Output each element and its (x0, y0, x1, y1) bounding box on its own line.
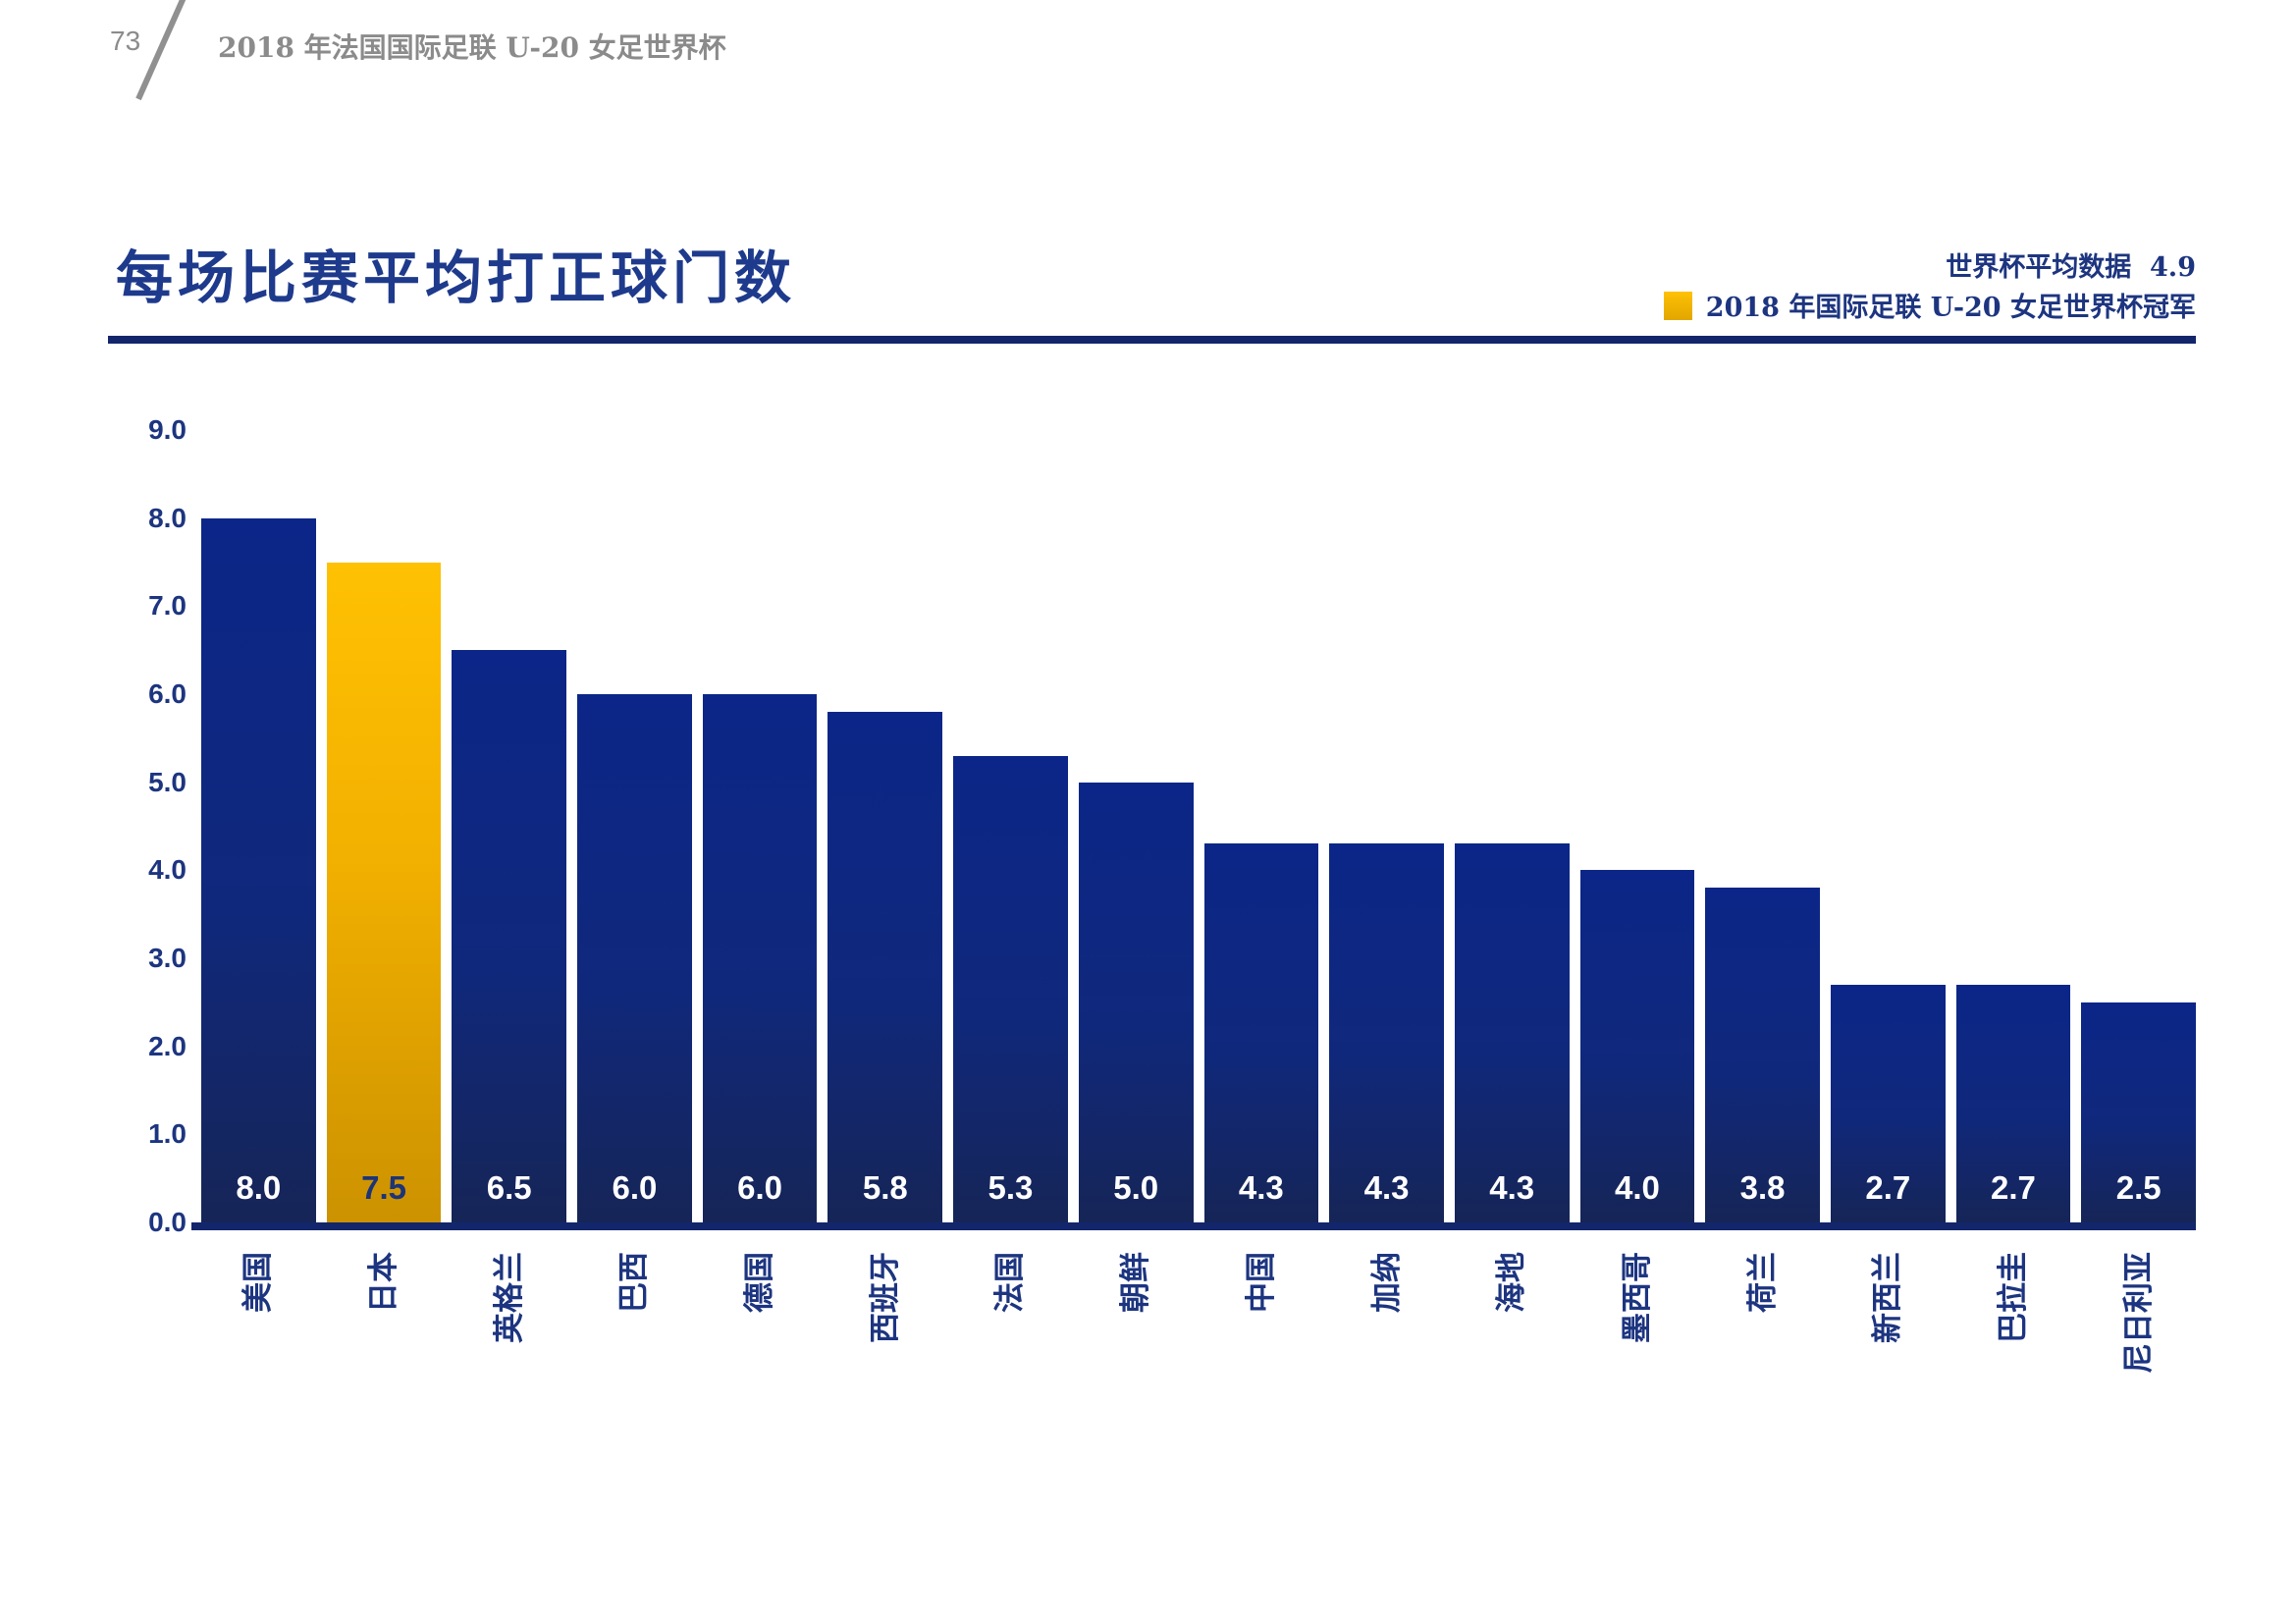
x-axis-category-label: 尼日利亚 (2120, 1252, 2157, 1374)
page-title: 每场比赛平均打正球门数 (116, 244, 797, 311)
y-axis: 9.0 8.0 7.0 6.0 5.0 4.0 3.0 2.0 1.0 0.0 (59, 414, 187, 1237)
x-axis-baseline (191, 1222, 2196, 1230)
gold-square-icon (1663, 292, 1692, 320)
bar-cell: 5.8 西班牙 (828, 430, 943, 1343)
bar-value-label: 5.8 (862, 1169, 908, 1206)
bar-cell: 7.5 日本 (326, 430, 442, 1313)
bar-value-label: 6.0 (737, 1169, 783, 1206)
bar: 6.5 (452, 650, 567, 1222)
x-axis-category-label: 加纳 (1368, 1252, 1405, 1313)
report-header-title: 2018 年法国国际足联 U-20 女足世界杯 (218, 31, 726, 64)
page-number: 73 (110, 26, 141, 56)
x-axis-category-label: 墨西哥 (1619, 1252, 1655, 1343)
bar-value-label: 6.0 (612, 1169, 658, 1206)
x-axis-category-label: 中国 (1243, 1252, 1279, 1313)
bar-value-label: 3.8 (1739, 1169, 1786, 1206)
x-axis-category-label: 西班牙 (867, 1252, 903, 1343)
bar-value-label: 2.5 (2115, 1169, 2162, 1206)
bar-cell: 6.0 德国 (702, 430, 818, 1313)
y-tick-label: 2.0 (148, 1030, 187, 1061)
x-axis-category-label: 美国 (240, 1252, 277, 1313)
x-axis-category-label: 德国 (742, 1252, 778, 1313)
bar: 5.3 (953, 755, 1068, 1222)
bar-value-label: 4.3 (1238, 1169, 1284, 1206)
legend-average-value: 4.9 (2150, 252, 2196, 283)
bar: 6.0 (577, 694, 692, 1222)
x-axis-category-label: 英格兰 (491, 1252, 527, 1343)
bar: 2.7 (1955, 984, 2071, 1222)
plot-area: 8.0 美国 7.5 日本 6.5 英格兰 6.0 巴西 6.0 德国 5.8 西班牙 5.3 法国 5.0… (201, 430, 2196, 1374)
bar: 4.3 (1454, 843, 1570, 1222)
bar-cell: 6.0 巴西 (577, 430, 692, 1313)
bar-value-label: 4.3 (1489, 1169, 1535, 1206)
bar-cell: 4.3 中国 (1203, 430, 1319, 1313)
bar: 2.5 (2081, 1001, 2196, 1222)
bar-cell: 4.3 海地 (1454, 430, 1570, 1313)
bar-value-label: 6.5 (486, 1169, 532, 1206)
bar: 4.3 (1203, 843, 1319, 1222)
x-axis-category-label: 朝鲜 (1118, 1252, 1154, 1313)
legend: 世界杯平均数据 4.9 2018 年国际足联 U-20 女足世界杯冠军 (1663, 247, 2196, 328)
x-axis-category-label: 荷兰 (1744, 1252, 1781, 1313)
bar-cell: 2.5 尼日利亚 (2081, 430, 2196, 1374)
bar: 8.0 (201, 517, 316, 1222)
bar-value-label: 8.0 (236, 1169, 282, 1206)
x-axis-category-label: 新西兰 (1870, 1252, 1906, 1343)
x-axis-category-label: 海地 (1494, 1252, 1530, 1313)
bar-cell: 2.7 新西兰 (1830, 430, 1946, 1343)
x-axis-category-label: 巴西 (616, 1252, 653, 1313)
legend-champion-row: 2018 年国际足联 U-20 女足世界杯冠军 (1663, 288, 2196, 328)
y-tick-label: 7.0 (148, 590, 187, 622)
bar-value-label: 7.5 (361, 1169, 406, 1206)
y-tick-label: 6.0 (148, 677, 187, 709)
bar-cell: 5.0 朝鲜 (1078, 430, 1194, 1313)
title-divider (108, 336, 2196, 344)
bar: 4.3 (1329, 843, 1444, 1222)
bar-cell: 2.7 巴拉圭 (1955, 430, 2071, 1343)
x-axis-category-label: 巴拉圭 (1995, 1252, 2031, 1343)
bar: 2.7 (1830, 984, 1946, 1222)
bar-cell: 6.5 英格兰 (452, 430, 567, 1343)
slash-divider-icon (135, 0, 188, 101)
y-tick-label: 3.0 (148, 942, 187, 973)
bar-value-label: 5.3 (988, 1169, 1034, 1206)
bar: 3.8 (1705, 888, 1820, 1222)
bar: 6.0 (702, 694, 818, 1222)
y-tick-label: 1.0 (148, 1118, 187, 1150)
bar-cell: 8.0 美国 (201, 430, 316, 1313)
bar-cell: 3.8 荷兰 (1705, 430, 1820, 1313)
bar: 5.0 (1078, 782, 1194, 1222)
x-axis-category-label: 法国 (992, 1252, 1029, 1313)
y-tick-label: 5.0 (148, 766, 187, 797)
bar-value-label: 4.0 (1614, 1169, 1660, 1206)
bar-value-label: 4.3 (1363, 1169, 1410, 1206)
y-tick-label: 8.0 (148, 502, 187, 533)
y-tick-label: 0.0 (148, 1207, 187, 1237)
bar: 4.0 (1579, 870, 1695, 1222)
bar-cell: 5.3 法国 (953, 430, 1068, 1313)
legend-average-row: 世界杯平均数据 4.9 (1664, 247, 2196, 288)
bar-value-label: 2.7 (1865, 1169, 1911, 1206)
bar-highlight: 7.5 (326, 562, 442, 1222)
bar-value-label: 2.7 (1991, 1169, 2036, 1206)
bar-value-label: 5.0 (1113, 1169, 1159, 1206)
x-axis-category-label: 日本 (366, 1252, 402, 1313)
bar: 5.8 (828, 711, 943, 1222)
y-tick-label: 4.0 (148, 854, 187, 886)
y-tick-label: 9.0 (148, 414, 187, 445)
legend-average-label: 世界杯平均数据 (1946, 252, 2132, 283)
legend-champion-label: 2018 年国际足联 U-20 女足世界杯冠军 (1705, 293, 2196, 323)
bar-cell: 4.0 墨西哥 (1579, 430, 1695, 1343)
bar-cell: 4.3 加纳 (1329, 430, 1444, 1313)
